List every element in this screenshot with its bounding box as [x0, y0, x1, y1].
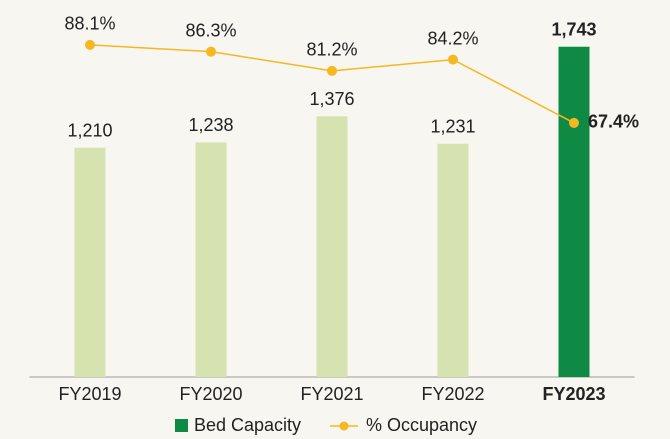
bar-value-label: 1,238 [188, 115, 233, 135]
x-tick-label: FY2021 [300, 384, 363, 404]
line-point [569, 117, 579, 128]
legend-point [339, 421, 349, 431]
bar [437, 143, 469, 377]
line-value-label: 84.2% [427, 28, 478, 48]
line-point [206, 46, 216, 57]
line-value-label: 67.4% [588, 112, 639, 132]
line-value-label: 88.1% [64, 14, 115, 34]
bar [74, 147, 106, 377]
line-point [85, 39, 95, 50]
bar-value-label: 1,231 [430, 117, 475, 137]
x-tick-label: FY2022 [421, 384, 484, 404]
bar [195, 142, 227, 377]
legend-label: Bed Capacity [194, 415, 301, 435]
line-point [448, 54, 458, 65]
x-tick-label: FY2019 [58, 384, 121, 404]
bar-value-label: 1,376 [309, 89, 354, 109]
bar [316, 116, 348, 377]
legend-swatch [175, 419, 188, 432]
line-value-label: 86.3% [185, 20, 236, 40]
bar [558, 46, 590, 377]
bar-value-label: 1,210 [67, 120, 112, 140]
x-tick-label: FY2020 [179, 384, 242, 404]
line-point [327, 65, 337, 76]
line-value-label: 81.2% [306, 40, 357, 60]
x-tick-label: FY2023 [542, 384, 605, 404]
bar-value-label: 1,743 [551, 19, 596, 39]
legend-label: % Occupancy [366, 415, 477, 435]
